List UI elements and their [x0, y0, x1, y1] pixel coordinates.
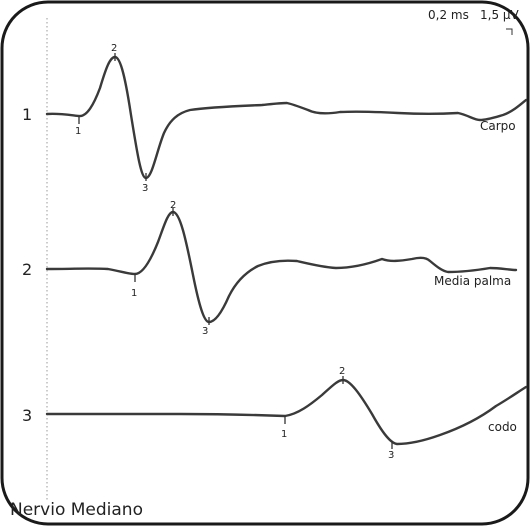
trace-1-waveform: [45, 55, 528, 180]
time-scale-label: 0,2 ms: [428, 8, 469, 22]
trace-3-marker-1-label: 1: [281, 429, 287, 440]
trace-2-marker-1-label: 1: [131, 288, 137, 299]
trace-1-number: 1: [22, 105, 32, 124]
scale-bracket-icon: [506, 28, 513, 35]
trace-3-site-label: codo: [488, 420, 517, 434]
trace-2-marker-3-label: 3: [202, 326, 208, 337]
trace-1-marker-3-label: 3: [142, 183, 148, 194]
panel-title: Nervio Mediano: [10, 500, 143, 520]
trace-3-waveform: [45, 378, 528, 446]
trace-3-number: 3: [22, 406, 32, 425]
trace-2-number: 2: [22, 260, 32, 279]
trace-2-marker-2-label: 2: [170, 200, 176, 211]
trace-2-site-label: Media palma: [434, 274, 511, 288]
trace-1-site-label: Carpo: [480, 119, 516, 133]
trace-3-marker-3-label: 3: [388, 450, 394, 461]
trace-2-waveform: [45, 210, 518, 324]
trace-3-marker-2-label: 2: [339, 366, 345, 377]
amplitude-scale-label: 1,5 µV: [480, 8, 520, 22]
trace-1-marker-2-label: 2: [111, 43, 117, 54]
trace-1-marker-1-label: 1: [75, 126, 81, 137]
